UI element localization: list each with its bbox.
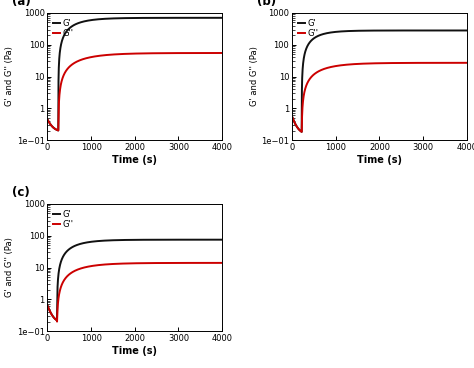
G' [219,237,225,242]
G'' [289,114,295,119]
Line: G'': G'' [47,263,222,322]
G'' [59,283,64,287]
G'' [339,63,345,67]
G' [464,28,470,33]
Line: G': G' [47,240,222,321]
G'' [290,115,295,120]
X-axis label: Time (s): Time (s) [112,346,157,356]
G'' [177,51,183,55]
G'' [45,118,51,122]
G'' [54,319,60,324]
G' [290,115,295,120]
G' [422,28,428,33]
G'' [219,261,225,265]
G' [185,237,191,242]
G'' [185,261,191,265]
G'' [94,263,100,268]
G' [45,118,51,122]
G'' [369,61,375,66]
Line: G': G' [47,18,222,131]
G'' [94,54,100,58]
G'' [304,83,310,87]
G'' [430,61,436,65]
Legend: G', G'': G', G'' [52,17,75,40]
G' [124,238,130,242]
G' [304,46,310,50]
G'' [177,261,183,265]
G' [369,28,375,33]
Text: (c): (c) [12,186,30,199]
G'' [464,61,470,65]
Y-axis label: G' and G'' (Pa): G' and G'' (Pa) [5,238,14,297]
Line: G'': G'' [292,63,467,132]
G'' [55,128,61,133]
G' [289,114,295,119]
Text: (b): (b) [257,0,276,8]
G' [55,128,61,133]
G'' [124,52,130,56]
G' [219,15,225,20]
Legend: G', G'': G', G'' [296,17,320,40]
G'' [45,303,50,308]
G' [54,318,60,323]
G'' [422,61,428,65]
G' [94,239,100,243]
G'' [59,78,64,83]
G' [185,15,191,20]
G' [45,117,50,121]
Y-axis label: G' and G'' (Pa): G' and G'' (Pa) [5,47,14,106]
X-axis label: Time (s): Time (s) [112,155,157,165]
G'' [185,51,191,55]
X-axis label: Time (s): Time (s) [357,155,402,165]
G' [339,29,345,33]
G' [177,15,183,20]
G'' [45,304,51,308]
G'' [299,130,304,134]
G'' [124,261,130,266]
G' [45,303,50,308]
Legend: G', G'': G', G'' [52,208,75,231]
Line: G': G' [292,31,467,132]
Y-axis label: G' and G'' (Pa): G' and G'' (Pa) [249,47,258,106]
Line: G'': G'' [47,53,222,131]
G' [124,16,130,20]
G' [59,39,64,44]
G' [94,17,100,22]
G' [430,28,436,33]
G' [177,237,183,242]
G'' [45,117,50,121]
Text: (a): (a) [12,0,31,8]
G' [299,130,304,134]
G'' [219,51,225,55]
G' [45,304,51,308]
G' [59,257,64,262]
